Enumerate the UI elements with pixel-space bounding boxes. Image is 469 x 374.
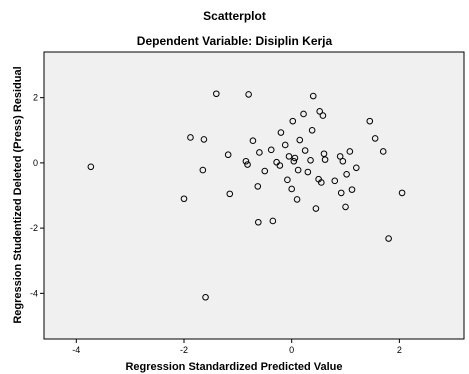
data-point: [308, 126, 316, 134]
data-point: [319, 112, 327, 119]
data-point: [242, 157, 250, 165]
data-point: [288, 185, 295, 193]
data-point: [224, 151, 232, 159]
x-tick-label: 2: [397, 345, 402, 355]
x-tick-label: -2: [180, 345, 188, 355]
data-point: [366, 117, 374, 125]
data-point: [187, 134, 194, 141]
data-point: [289, 117, 297, 125]
data-point: [353, 164, 360, 172]
x-axis-ticks: -4 -2 0 2: [72, 339, 402, 355]
data-point: [336, 153, 344, 160]
data-point: [267, 146, 275, 154]
data-point: [331, 177, 339, 185]
data-point: [199, 166, 207, 174]
data-point: [256, 149, 263, 156]
data-point: [180, 195, 188, 203]
data-point: [290, 157, 298, 165]
data-point: [269, 217, 277, 225]
data-point: [255, 218, 262, 226]
chart-title: Scatterplot: [203, 9, 266, 23]
data-points: [87, 90, 406, 301]
data-point: [346, 148, 354, 155]
data-point: [321, 156, 329, 163]
x-tick-label: 0: [289, 345, 294, 355]
y-tick-label: 0: [33, 158, 38, 168]
data-point: [284, 176, 291, 184]
data-point: [309, 92, 317, 100]
data-point: [294, 166, 302, 174]
data-point: [398, 189, 406, 197]
data-point: [339, 157, 347, 165]
data-point: [312, 205, 320, 212]
data-point: [200, 136, 208, 143]
data-point: [296, 136, 304, 144]
y-axis-label: Regression Studentized Deleted (Press) R…: [12, 66, 24, 323]
data-point: [342, 203, 349, 211]
data-point: [379, 148, 387, 155]
data-point: [226, 190, 234, 198]
y-tick-label: -2: [30, 223, 38, 233]
data-point: [343, 171, 350, 178]
data-point: [385, 235, 392, 242]
data-point: [337, 189, 345, 197]
data-point: [318, 179, 325, 186]
y-axis-ticks: -4 -2 0 2: [30, 93, 44, 298]
data-point: [371, 135, 379, 142]
data-point: [254, 183, 262, 190]
y-tick-label: -4: [30, 288, 38, 298]
data-point: [307, 156, 314, 164]
data-point: [277, 129, 285, 136]
x-axis-label: Regression Standardized Predicted Value: [125, 361, 342, 373]
data-point: [281, 141, 289, 149]
data-point: [87, 163, 95, 171]
data-point: [293, 196, 301, 203]
y-tick-label: 2: [33, 93, 38, 103]
data-point: [348, 186, 356, 193]
data-point: [304, 168, 312, 176]
data-point: [245, 91, 252, 98]
data-point: [316, 108, 323, 115]
data-point: [249, 137, 257, 145]
data-point: [301, 147, 309, 154]
data-point: [261, 167, 269, 175]
data-point: [291, 154, 299, 162]
data-point: [276, 162, 284, 169]
data-point: [202, 293, 209, 301]
x-tick-label: -4: [72, 345, 80, 355]
data-point: [244, 161, 251, 168]
data-point: [285, 153, 293, 160]
data-point: [300, 110, 307, 118]
data-point: [213, 90, 220, 98]
chart-subtitle: Dependent Variable: Disiplin Kerja: [136, 34, 333, 48]
plot-area: [43, 51, 465, 340]
